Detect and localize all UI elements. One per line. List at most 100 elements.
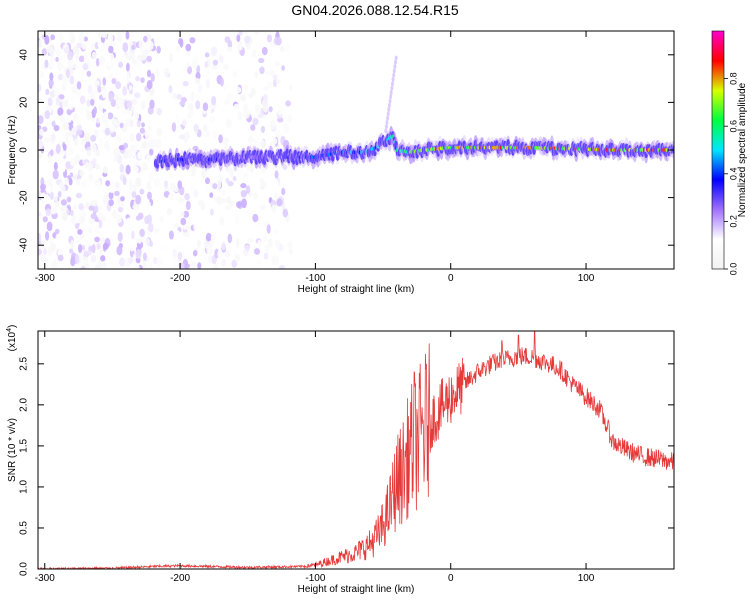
spectrogram-streak-cell bbox=[390, 85, 394, 91]
spectrogram-noise-cell bbox=[69, 75, 75, 85]
spectrogram-noise-cell bbox=[267, 238, 273, 248]
spectrogram-noise-cell bbox=[263, 252, 269, 260]
spectrogram-noise-cell bbox=[136, 59, 142, 70]
spectrogram-noise-cell bbox=[73, 45, 78, 54]
spectrogram-noise-cell bbox=[177, 251, 183, 261]
spectrogram-noise-cell bbox=[263, 86, 269, 92]
spectrogram-noise-cell bbox=[250, 87, 256, 96]
spectrogram-noise-cell bbox=[94, 236, 100, 243]
spectrogram-noise-cell bbox=[191, 260, 195, 268]
spectrogram-noise-cell bbox=[204, 130, 211, 138]
spectrogram-noise-cell bbox=[135, 132, 142, 142]
spectrogram-noise-cell bbox=[38, 161, 43, 167]
spectrogram-signal-trace bbox=[153, 55, 674, 172]
spectrogram-noise-cell bbox=[187, 103, 194, 112]
spectrogram-noise-cell bbox=[139, 188, 145, 195]
spectrogram-x-label: Height of straight line (km) bbox=[298, 284, 415, 295]
spectrogram-noise-cell bbox=[68, 83, 73, 93]
spectrogram-noise-cell bbox=[190, 91, 195, 101]
spectrogram-noise-cell bbox=[135, 215, 142, 221]
spectrogram-noise-cell bbox=[189, 37, 196, 44]
spectrogram-noise-cell bbox=[147, 140, 154, 148]
spectrogram-noise-cell bbox=[269, 69, 275, 77]
spectrogram-noise-cell bbox=[90, 134, 97, 142]
spectrogram-noise-cell bbox=[254, 248, 261, 255]
colorbar-tick-label: 0.0 bbox=[728, 263, 738, 276]
spectrogram-noise-cell bbox=[118, 61, 124, 68]
spectrogram-noise-cell bbox=[281, 65, 285, 71]
spectrogram-noise-cell bbox=[41, 48, 48, 56]
spectrogram-noise-cell bbox=[287, 114, 293, 124]
spectrogram-noise-cell bbox=[196, 129, 202, 138]
spectrogram-noise-cell bbox=[87, 162, 94, 172]
spectrogram-noise-cell bbox=[108, 191, 114, 200]
spectrogram-noise-cell bbox=[221, 189, 226, 197]
spectrogram-noise-cell bbox=[75, 192, 83, 199]
spectrogram-noise-cell bbox=[57, 248, 63, 257]
spectrogram-noise-cell bbox=[76, 81, 82, 90]
spectrogram-noise-cell bbox=[134, 102, 139, 111]
spectrogram-noise-cell bbox=[108, 92, 114, 103]
spectrogram-noise-cell bbox=[104, 140, 110, 151]
spectrogram-noise-cell bbox=[83, 36, 89, 42]
spectrogram-noise-cell bbox=[266, 224, 271, 234]
spectrogram-noise-cell bbox=[119, 257, 125, 267]
spectrogram-noise-cell bbox=[95, 149, 101, 157]
spectrogram-noise-cell bbox=[134, 140, 139, 148]
spectrogram-noise-cell bbox=[50, 242, 57, 252]
spectrogram-noise-cell bbox=[128, 257, 134, 264]
spectrogram-noise-cell bbox=[101, 32, 108, 39]
spectrogram-noise-cell bbox=[91, 51, 97, 59]
spectrogram-noise-cell bbox=[64, 139, 71, 147]
spectrogram-noise-cell bbox=[176, 93, 183, 100]
spectrogram-noise-cell bbox=[111, 77, 117, 85]
spectrogram-noise-cell bbox=[274, 170, 279, 179]
spectrogram-noise-cell bbox=[120, 107, 126, 115]
spectrogram-noise-cell bbox=[166, 75, 172, 82]
spectrogram-noise-cell bbox=[149, 172, 153, 183]
spectrogram-noise-cell bbox=[38, 115, 44, 125]
spectrogram-noise-cell bbox=[225, 177, 230, 184]
spectrogram-noise-cell bbox=[115, 181, 120, 189]
spectrogram-noise-cell bbox=[54, 152, 61, 162]
y-tick-label: -40 bbox=[19, 238, 30, 253]
spectrogram-noise-cell bbox=[97, 230, 105, 238]
spectrogram-noise-cell bbox=[60, 205, 65, 212]
y-tick-label: 1.0 bbox=[19, 480, 30, 494]
spectrogram-noise-cell bbox=[193, 222, 198, 231]
spectrogram-noise-cell bbox=[205, 232, 212, 242]
spectrogram-noise-cell bbox=[190, 167, 197, 173]
spectrogram-noise-cell bbox=[187, 66, 193, 75]
spectrogram-noise-cell bbox=[268, 106, 273, 113]
spectrogram-noise-cell bbox=[153, 177, 161, 187]
spectrogram-noise-cell bbox=[109, 53, 115, 62]
spectrogram-noise-cell bbox=[197, 262, 202, 269]
spectrogram-noise-cell bbox=[233, 103, 240, 111]
spectrogram-noise-cell bbox=[49, 72, 54, 81]
spectrogram-noise-cell bbox=[208, 141, 214, 150]
snr-y-label: SNR (10 * v/v) bbox=[7, 418, 18, 482]
spectrogram-streak-cell bbox=[389, 89, 393, 95]
colorbar-tick-label: 0.4 bbox=[728, 168, 738, 181]
spectrogram-noise-cell bbox=[117, 194, 123, 205]
spectrogram-noise-cell bbox=[146, 55, 152, 63]
spectrogram-noise-cell bbox=[38, 152, 43, 159]
spectrogram-noise-cell bbox=[214, 39, 221, 47]
spectrogram-noise-cell bbox=[223, 64, 229, 71]
snr-plot-area bbox=[38, 331, 674, 569]
spectrogram-noise-cell bbox=[73, 173, 78, 182]
spectrogram-noise-cell bbox=[198, 199, 205, 207]
spectrogram-noise-cell bbox=[114, 190, 120, 197]
spectrogram-noise-cell bbox=[62, 74, 68, 82]
spectrogram-noise-cell bbox=[74, 236, 81, 244]
spectrogram-noise-cell bbox=[98, 31, 103, 38]
spectrogram-noise-cell bbox=[130, 44, 136, 50]
spectrogram-noise-cell bbox=[192, 250, 198, 257]
spectrogram-noise-cell bbox=[178, 262, 185, 269]
spectrogram-noise-cell bbox=[139, 127, 145, 134]
spectrogram-noise-cell bbox=[105, 215, 112, 222]
spectrogram-noise-cell bbox=[104, 251, 111, 261]
spectrogram-noise-cell bbox=[248, 108, 254, 116]
spectrogram-noise-cell bbox=[254, 70, 259, 78]
spectrogram-noise-cell bbox=[156, 45, 161, 54]
